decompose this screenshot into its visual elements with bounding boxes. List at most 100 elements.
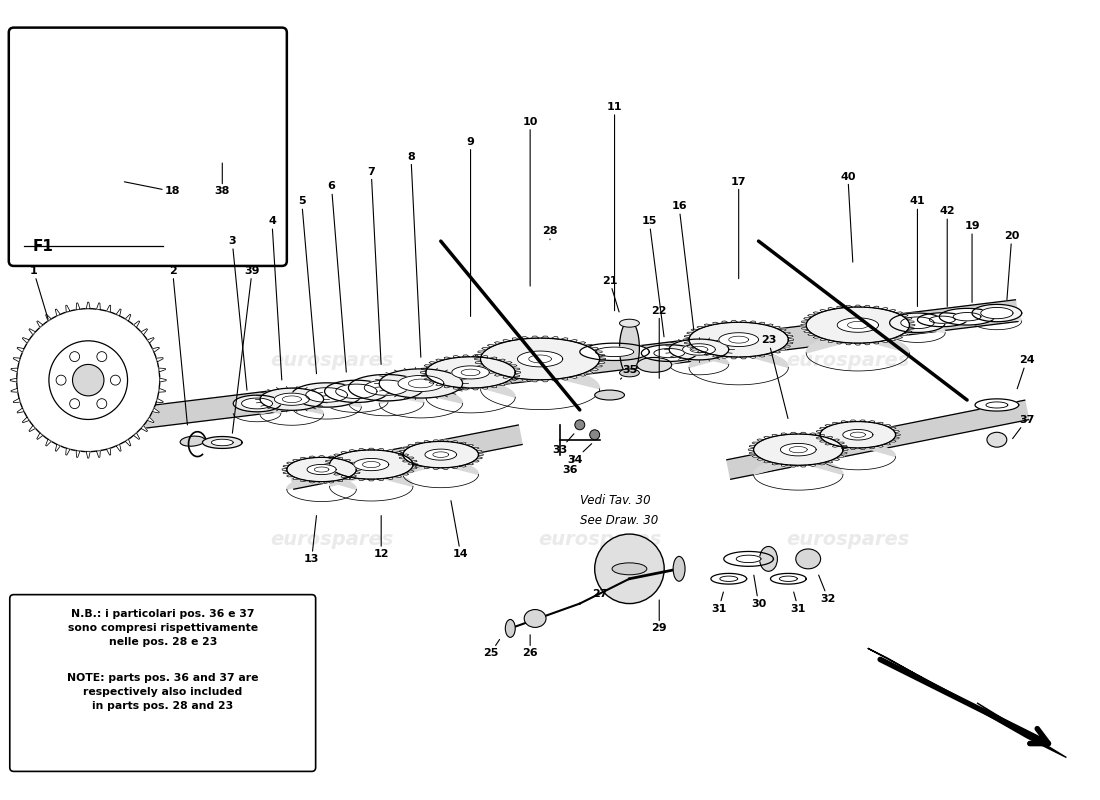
Polygon shape (790, 465, 798, 467)
Polygon shape (816, 437, 822, 439)
Polygon shape (513, 378, 519, 380)
Polygon shape (877, 422, 883, 425)
Polygon shape (825, 436, 833, 439)
Polygon shape (482, 368, 490, 370)
Polygon shape (462, 388, 470, 390)
Polygon shape (135, 99, 144, 104)
Polygon shape (730, 320, 738, 322)
Polygon shape (354, 458, 388, 470)
Polygon shape (329, 470, 336, 472)
Polygon shape (453, 387, 460, 390)
Text: 10: 10 (522, 117, 538, 286)
Polygon shape (477, 351, 485, 354)
Polygon shape (890, 440, 896, 442)
Polygon shape (972, 312, 1022, 322)
Polygon shape (786, 335, 793, 338)
Polygon shape (783, 345, 791, 347)
Polygon shape (895, 434, 900, 436)
Polygon shape (103, 96, 112, 99)
Polygon shape (825, 442, 832, 445)
Polygon shape (684, 335, 691, 338)
Polygon shape (868, 648, 1066, 758)
Polygon shape (307, 465, 337, 474)
Polygon shape (403, 447, 409, 450)
Polygon shape (503, 339, 510, 342)
Polygon shape (398, 375, 443, 391)
Polygon shape (202, 437, 242, 449)
Circle shape (97, 398, 107, 409)
Polygon shape (125, 439, 131, 446)
Polygon shape (895, 312, 902, 314)
Polygon shape (158, 368, 165, 372)
Text: 17: 17 (730, 177, 747, 278)
Polygon shape (63, 114, 69, 118)
Polygon shape (55, 143, 62, 146)
Polygon shape (336, 458, 343, 460)
Polygon shape (505, 362, 512, 364)
Polygon shape (872, 306, 879, 309)
Polygon shape (740, 320, 747, 322)
Polygon shape (36, 433, 43, 439)
Polygon shape (333, 473, 341, 475)
Polygon shape (813, 312, 821, 314)
Polygon shape (173, 130, 178, 134)
Polygon shape (689, 340, 789, 367)
Polygon shape (789, 338, 794, 341)
Polygon shape (292, 394, 361, 407)
Polygon shape (691, 348, 698, 350)
Polygon shape (350, 477, 356, 479)
Polygon shape (833, 445, 839, 447)
Polygon shape (416, 465, 422, 467)
Polygon shape (801, 324, 806, 326)
Polygon shape (939, 308, 994, 325)
Polygon shape (842, 445, 847, 448)
Polygon shape (426, 373, 515, 398)
Polygon shape (55, 118, 62, 121)
Polygon shape (92, 97, 101, 101)
Ellipse shape (795, 549, 821, 569)
Polygon shape (162, 112, 169, 117)
Polygon shape (521, 337, 529, 339)
Polygon shape (843, 449, 848, 451)
Text: 11: 11 (607, 102, 623, 310)
Polygon shape (495, 342, 503, 345)
Polygon shape (233, 395, 280, 412)
Polygon shape (48, 130, 108, 148)
Polygon shape (425, 449, 456, 460)
Polygon shape (697, 350, 704, 353)
Polygon shape (477, 365, 485, 367)
Polygon shape (86, 302, 90, 309)
Polygon shape (420, 371, 426, 374)
Polygon shape (770, 574, 806, 584)
Polygon shape (462, 355, 470, 357)
Polygon shape (808, 464, 815, 466)
Polygon shape (972, 304, 1022, 322)
Polygon shape (329, 457, 336, 459)
Polygon shape (56, 112, 65, 117)
Polygon shape (153, 347, 159, 352)
Polygon shape (133, 321, 140, 327)
Polygon shape (399, 450, 405, 453)
Circle shape (110, 375, 120, 385)
Circle shape (48, 341, 128, 419)
Polygon shape (154, 107, 163, 111)
Text: eurospares: eurospares (786, 530, 910, 549)
Polygon shape (828, 340, 835, 342)
Text: 20: 20 (1004, 231, 1020, 300)
Polygon shape (807, 333, 815, 335)
Polygon shape (570, 376, 578, 378)
Polygon shape (683, 338, 690, 341)
Polygon shape (187, 118, 257, 146)
Text: 27: 27 (592, 589, 607, 598)
Polygon shape (713, 354, 719, 357)
Polygon shape (300, 458, 307, 460)
Polygon shape (283, 471, 289, 474)
Polygon shape (595, 365, 603, 367)
Text: 6: 6 (328, 182, 346, 372)
Polygon shape (29, 426, 35, 432)
Polygon shape (426, 357, 515, 388)
Circle shape (69, 398, 79, 409)
Polygon shape (359, 478, 365, 481)
Ellipse shape (619, 321, 639, 375)
Polygon shape (425, 365, 431, 367)
